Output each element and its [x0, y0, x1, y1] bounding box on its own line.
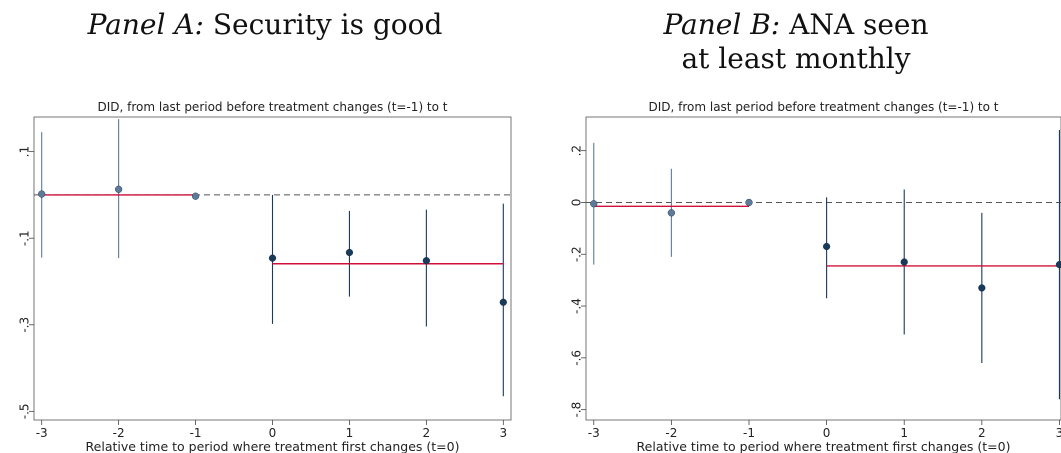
point-estimate — [191, 192, 200, 200]
x-tick-label: 2 — [978, 426, 986, 440]
x-tick-label: 1 — [900, 426, 908, 440]
x-tick-label: -2 — [113, 426, 125, 440]
point-estimate — [499, 298, 507, 306]
x-tick-label: -1 — [743, 426, 755, 440]
panel-b-title-line-1: ANA seen — [789, 8, 929, 41]
y-tick-label: -.3 — [18, 317, 32, 333]
x-tick-label: 3 — [499, 426, 507, 440]
x-tick-label: 0 — [269, 426, 277, 440]
y-tick-label: .1 — [18, 146, 32, 157]
point-estimate — [900, 258, 908, 266]
x-axis-label: Relative time to period where treatment … — [637, 439, 1011, 453]
panel-b-title-line-2: at least monthly — [681, 42, 911, 75]
x-tick-label: -2 — [665, 426, 677, 440]
x-tick-label: 0 — [823, 426, 831, 440]
y-tick-label: -.8 — [570, 402, 584, 418]
point-estimate — [1055, 261, 1061, 269]
point-estimate — [667, 209, 675, 217]
x-tick-label: -1 — [190, 426, 202, 440]
panel-b-title: Panel B: ANA seen at least monthly — [531, 8, 1061, 76]
y-tick-label: -.2 — [570, 246, 584, 262]
plot-frame — [585, 116, 1061, 421]
point-estimate — [422, 257, 430, 265]
y-tick-label: 0 — [570, 199, 584, 207]
x-tick-label: 3 — [1056, 426, 1061, 440]
point-estimate — [345, 248, 354, 257]
point-estimate — [115, 185, 123, 193]
panel-a-title: Panel A: Security is good — [0, 8, 530, 42]
panel-a-title-line-1: Security is good — [212, 8, 443, 41]
x-tick-label: 1 — [346, 426, 354, 440]
y-tick-label: -.5 — [18, 403, 32, 419]
panel-a: Panel A: Security is good DID, from last… — [0, 0, 530, 453]
y-tick-label: -.6 — [570, 350, 584, 366]
y-tick-label: -.4 — [570, 298, 584, 314]
x-axis-label: Relative time to period where treatment … — [86, 439, 460, 453]
point-estimate — [268, 254, 277, 262]
point-estimate — [823, 242, 831, 251]
chart-subtitle: DID, from last period before treatment c… — [97, 100, 447, 114]
panel-b: Panel B: ANA seen at least monthly DID, … — [531, 0, 1061, 453]
point-estimate — [745, 198, 753, 207]
x-tick-label: -3 — [36, 426, 48, 440]
y-tick-label: .2 — [570, 145, 584, 156]
x-tick-label: -3 — [588, 426, 600, 440]
point-estimate — [38, 190, 46, 198]
panel-b-title-prefix: Panel B: — [663, 8, 781, 41]
point-estimate — [590, 200, 598, 208]
panel-a-chart: DID, from last period before treatment c… — [18, 100, 512, 453]
panel-a-title-prefix: Panel A: — [87, 8, 204, 41]
chart-subtitle: DID, from last period before treatment c… — [648, 100, 998, 114]
point-estimate — [978, 284, 986, 292]
x-tick-label: 2 — [423, 426, 431, 440]
panel-b-chart: DID, from last period before treatment c… — [570, 100, 1061, 453]
y-tick-label: -.1 — [18, 230, 32, 246]
